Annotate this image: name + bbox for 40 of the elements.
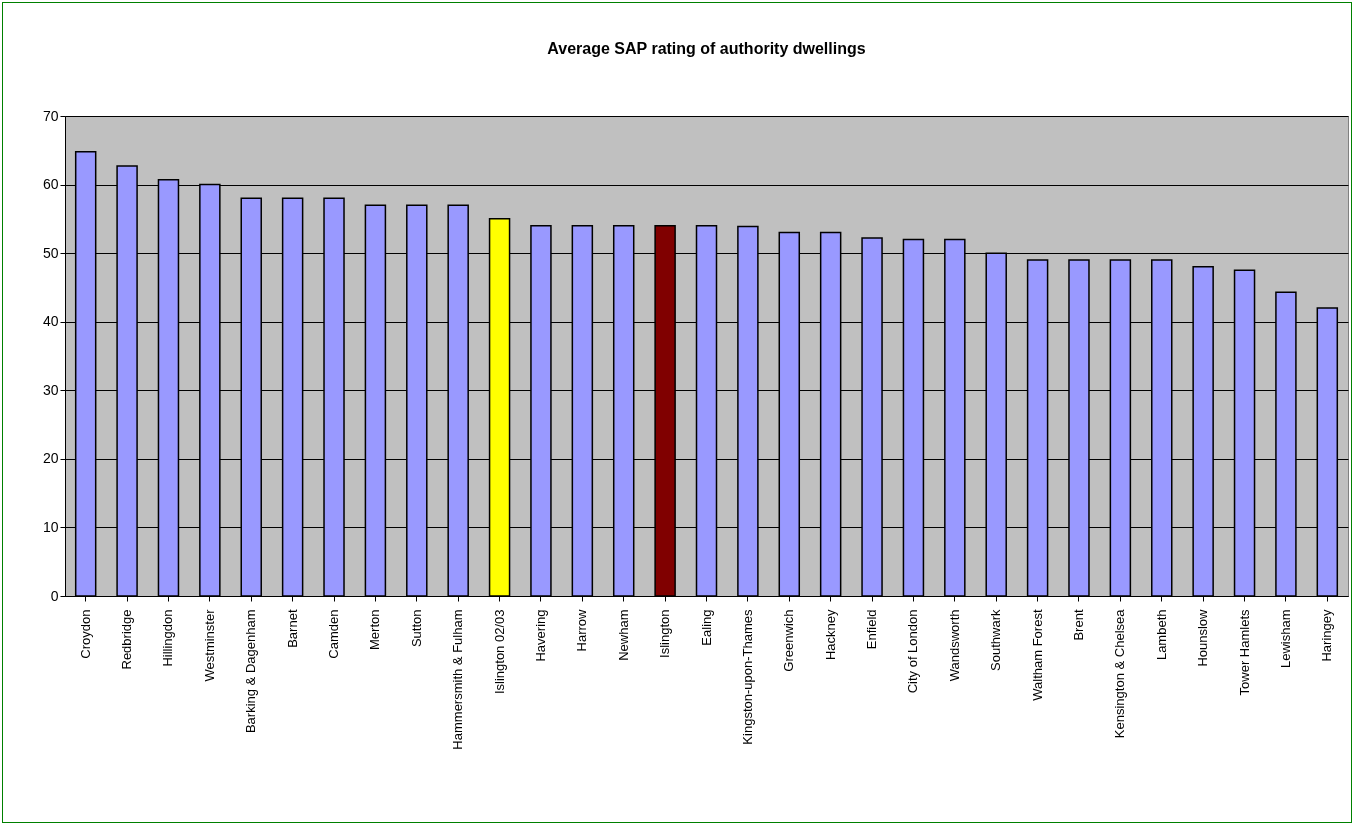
- y-tick-label: 40: [42, 313, 59, 330]
- x-tick-label: Greenwich: [781, 609, 797, 672]
- y-tick-label: 50: [42, 244, 59, 261]
- x-tick-label: Brent: [1070, 609, 1086, 641]
- x-tick-label: Kingston-upon-Thames: [739, 609, 755, 745]
- x-tick-label: Barnet: [284, 609, 300, 648]
- y-tick-label: 60: [42, 176, 59, 193]
- x-tick-label: Hammersmith & Fulham: [450, 609, 466, 750]
- x-tick-label: Hounslow: [1195, 608, 1211, 667]
- y-tick-label: 20: [42, 450, 59, 467]
- y-tick-label: 30: [42, 381, 59, 398]
- x-tick-label: Westminster: [201, 608, 217, 682]
- x-tick-label: Islington 02/03: [491, 609, 507, 695]
- x-tick-label: Lambeth: [1153, 609, 1169, 661]
- x-tick-label: Enfield: [864, 609, 880, 650]
- x-tick-label: Harrow: [574, 608, 590, 652]
- x-tick-label: Waltham Forest: [1029, 609, 1045, 701]
- y-tick-label: 70: [42, 107, 59, 124]
- x-tick-label: Haringey: [1319, 609, 1335, 662]
- x-tick-label: Redbridge: [119, 609, 135, 670]
- x-tick-label: Kensington & Chelsea: [1112, 608, 1128, 739]
- x-tick-label: Barking & Dagenham: [243, 609, 259, 734]
- x-tick-label: Ealing: [698, 609, 714, 646]
- x-tick-label: Sutton: [408, 609, 424, 648]
- y-tick-label: 10: [42, 518, 59, 535]
- x-tick-label: Wandsworth: [946, 609, 962, 682]
- x-tick-label: Hackney: [822, 609, 838, 661]
- y-tick-label: 0: [50, 587, 59, 604]
- x-tick-label: Hillingdon: [160, 609, 176, 667]
- x-tick-label: Islington: [657, 609, 673, 658]
- x-tick-label: Lewisham: [1277, 609, 1293, 669]
- x-tick-label: Croydon: [77, 609, 93, 659]
- chart-title: Average SAP rating of authority dwellings: [547, 40, 866, 57]
- x-tick-label: Newham: [615, 609, 631, 661]
- x-tick-label: Havering: [532, 609, 548, 662]
- x-tick-label: Camden: [326, 609, 342, 659]
- x-tick-label: Tower Hamlets: [1236, 609, 1252, 696]
- x-tick-label: Merton: [367, 609, 383, 650]
- x-tick-label: City of London: [905, 609, 921, 694]
- x-tick-label: Southwark: [988, 609, 1004, 671]
